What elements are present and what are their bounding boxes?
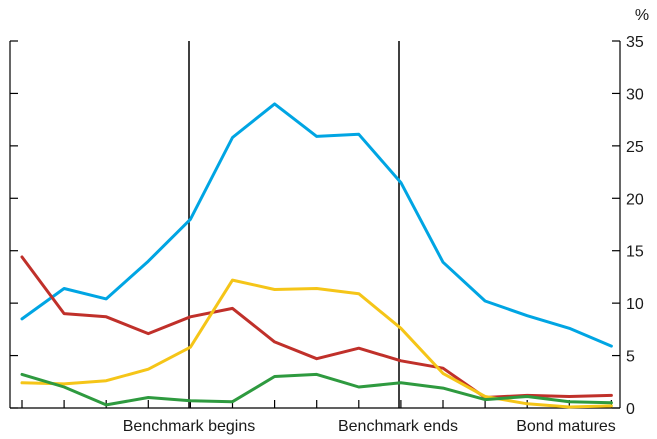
x-category-label: Benchmark begins xyxy=(123,418,256,435)
x-category-label: Bond matures xyxy=(516,418,616,435)
series-line-3 xyxy=(20,278,613,409)
y-unit-label: % xyxy=(635,7,649,24)
series-line-4 xyxy=(20,372,613,407)
x-category-label: Benchmark ends xyxy=(338,418,458,435)
y-tick-label: 25 xyxy=(626,139,644,156)
y-tick-label: 15 xyxy=(626,244,644,261)
y-tick-label: 35 xyxy=(626,34,644,51)
y-tick-label: 5 xyxy=(626,349,635,366)
y-tick-label: 10 xyxy=(626,296,644,313)
series-line-2 xyxy=(20,255,613,399)
series-line-1 xyxy=(20,102,613,348)
y-tick-label: 0 xyxy=(626,401,635,418)
y-tick-label: 20 xyxy=(626,191,644,208)
y-tick-label: 30 xyxy=(626,86,644,103)
